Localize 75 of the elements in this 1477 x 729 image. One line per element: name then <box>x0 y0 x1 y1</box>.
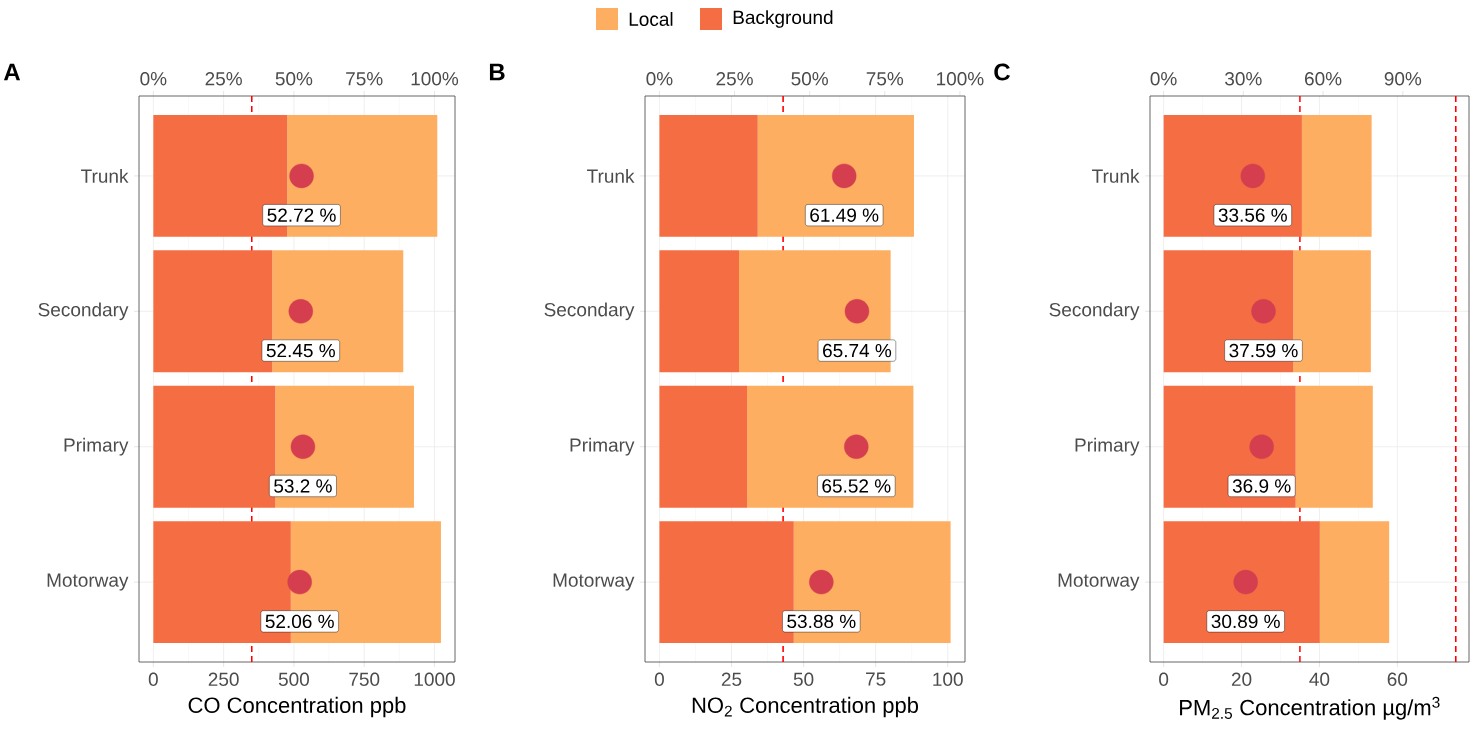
data-label: 61.49 % <box>810 208 879 222</box>
x-tick-label: 0 <box>654 672 664 686</box>
y-tick-label: Trunk <box>1092 168 1140 183</box>
x-axis-title: NO$_{2}$ Concentration ppb <box>692 696 919 718</box>
x-tick-label: 750 <box>349 672 380 686</box>
x-tick-label: 250 <box>208 672 239 686</box>
y-tick-label: Secondary <box>544 302 635 321</box>
data-label: 52.06 % <box>265 614 334 629</box>
x2-tick-label: 60% <box>1305 72 1342 86</box>
x-tick-label: 0 <box>148 672 158 686</box>
point <box>1233 569 1258 595</box>
point <box>809 569 834 595</box>
legend-label: Local <box>629 12 673 26</box>
point <box>831 163 857 189</box>
x2-tick-label: 0% <box>140 72 167 86</box>
x-tick-label: 0 <box>1159 672 1169 686</box>
point <box>1251 299 1276 324</box>
x2-tick-label: 50% <box>791 72 828 86</box>
y-tick-label: Motorway <box>1058 573 1140 591</box>
data-label: 30.89 % <box>1211 614 1280 629</box>
x2-tick-label: 75% <box>346 72 383 86</box>
x-tick-label: 1000 <box>414 672 455 686</box>
point <box>844 434 869 459</box>
y-tick-label: Motorway <box>553 573 635 591</box>
data-label: 36.9 % <box>1232 479 1291 493</box>
data-label: 37.59 % <box>1229 343 1298 358</box>
y-tick-label: Primary <box>570 437 635 456</box>
x2-tick-label: 50% <box>275 72 313 86</box>
x-tick-label: 75 <box>866 672 886 686</box>
data-label: 52.72 % <box>267 208 336 222</box>
x2-tick-label: 75% <box>866 72 904 86</box>
x-tick-label: 100 <box>933 672 963 686</box>
x2-tick-label: 0% <box>1150 72 1177 86</box>
data-label: 52.45 % <box>266 343 335 358</box>
data-label: 65.74 % <box>823 343 892 358</box>
data-label: 33.56 % <box>1218 208 1287 222</box>
legend-label: Background <box>733 10 833 28</box>
point <box>1249 434 1274 459</box>
bar <box>153 385 276 508</box>
y-tick-label: Primary <box>64 437 129 456</box>
x-tick-label: 20 <box>1231 672 1252 686</box>
data-label: 53.88 % <box>787 614 856 629</box>
point <box>844 299 870 324</box>
bar <box>1295 385 1373 508</box>
bar <box>659 385 748 508</box>
chart-title: C <box>994 63 1011 81</box>
x2-tick-label: 0% <box>646 72 673 86</box>
x-tick-label: 40 <box>1309 672 1330 686</box>
chart-title: B <box>489 63 505 81</box>
bar <box>1319 521 1390 644</box>
x2-tick-label: 25% <box>205 72 242 86</box>
y-tick-label: Secondary <box>1049 302 1140 321</box>
y-tick-label: Trunk <box>81 168 129 183</box>
x2-tick-label: 100% <box>937 72 984 86</box>
y-tick-label: Primary <box>1075 437 1140 456</box>
x-axis-title: PM$_{2.5}$ Concentration µg/m$^{3}$ <box>1180 696 1440 720</box>
x-tick-label: 500 <box>278 672 310 686</box>
y-tick-label: Motorway <box>47 573 129 591</box>
x2-tick-label: 25% <box>716 72 753 86</box>
data-label: 65.52 % <box>822 479 891 493</box>
y-tick-label: Trunk <box>587 168 635 183</box>
x-tick-label: 60 <box>1387 672 1408 686</box>
bar <box>659 250 739 373</box>
x-tick-label: 50 <box>793 672 814 686</box>
x2-tick-label: 30% <box>1225 72 1262 86</box>
x2-tick-label: 90% <box>1384 72 1422 86</box>
x-axis-title: CO Concentration ppb <box>188 696 406 718</box>
bar <box>659 114 758 237</box>
chart-title: A <box>3 63 21 81</box>
x-tick-label: 25 <box>721 672 742 686</box>
y-tick-label: Secondary <box>38 302 129 321</box>
point <box>1240 163 1265 189</box>
bar <box>1301 114 1372 237</box>
x2-tick-label: 100% <box>411 72 459 86</box>
data-label: 53.2 % <box>274 479 332 493</box>
